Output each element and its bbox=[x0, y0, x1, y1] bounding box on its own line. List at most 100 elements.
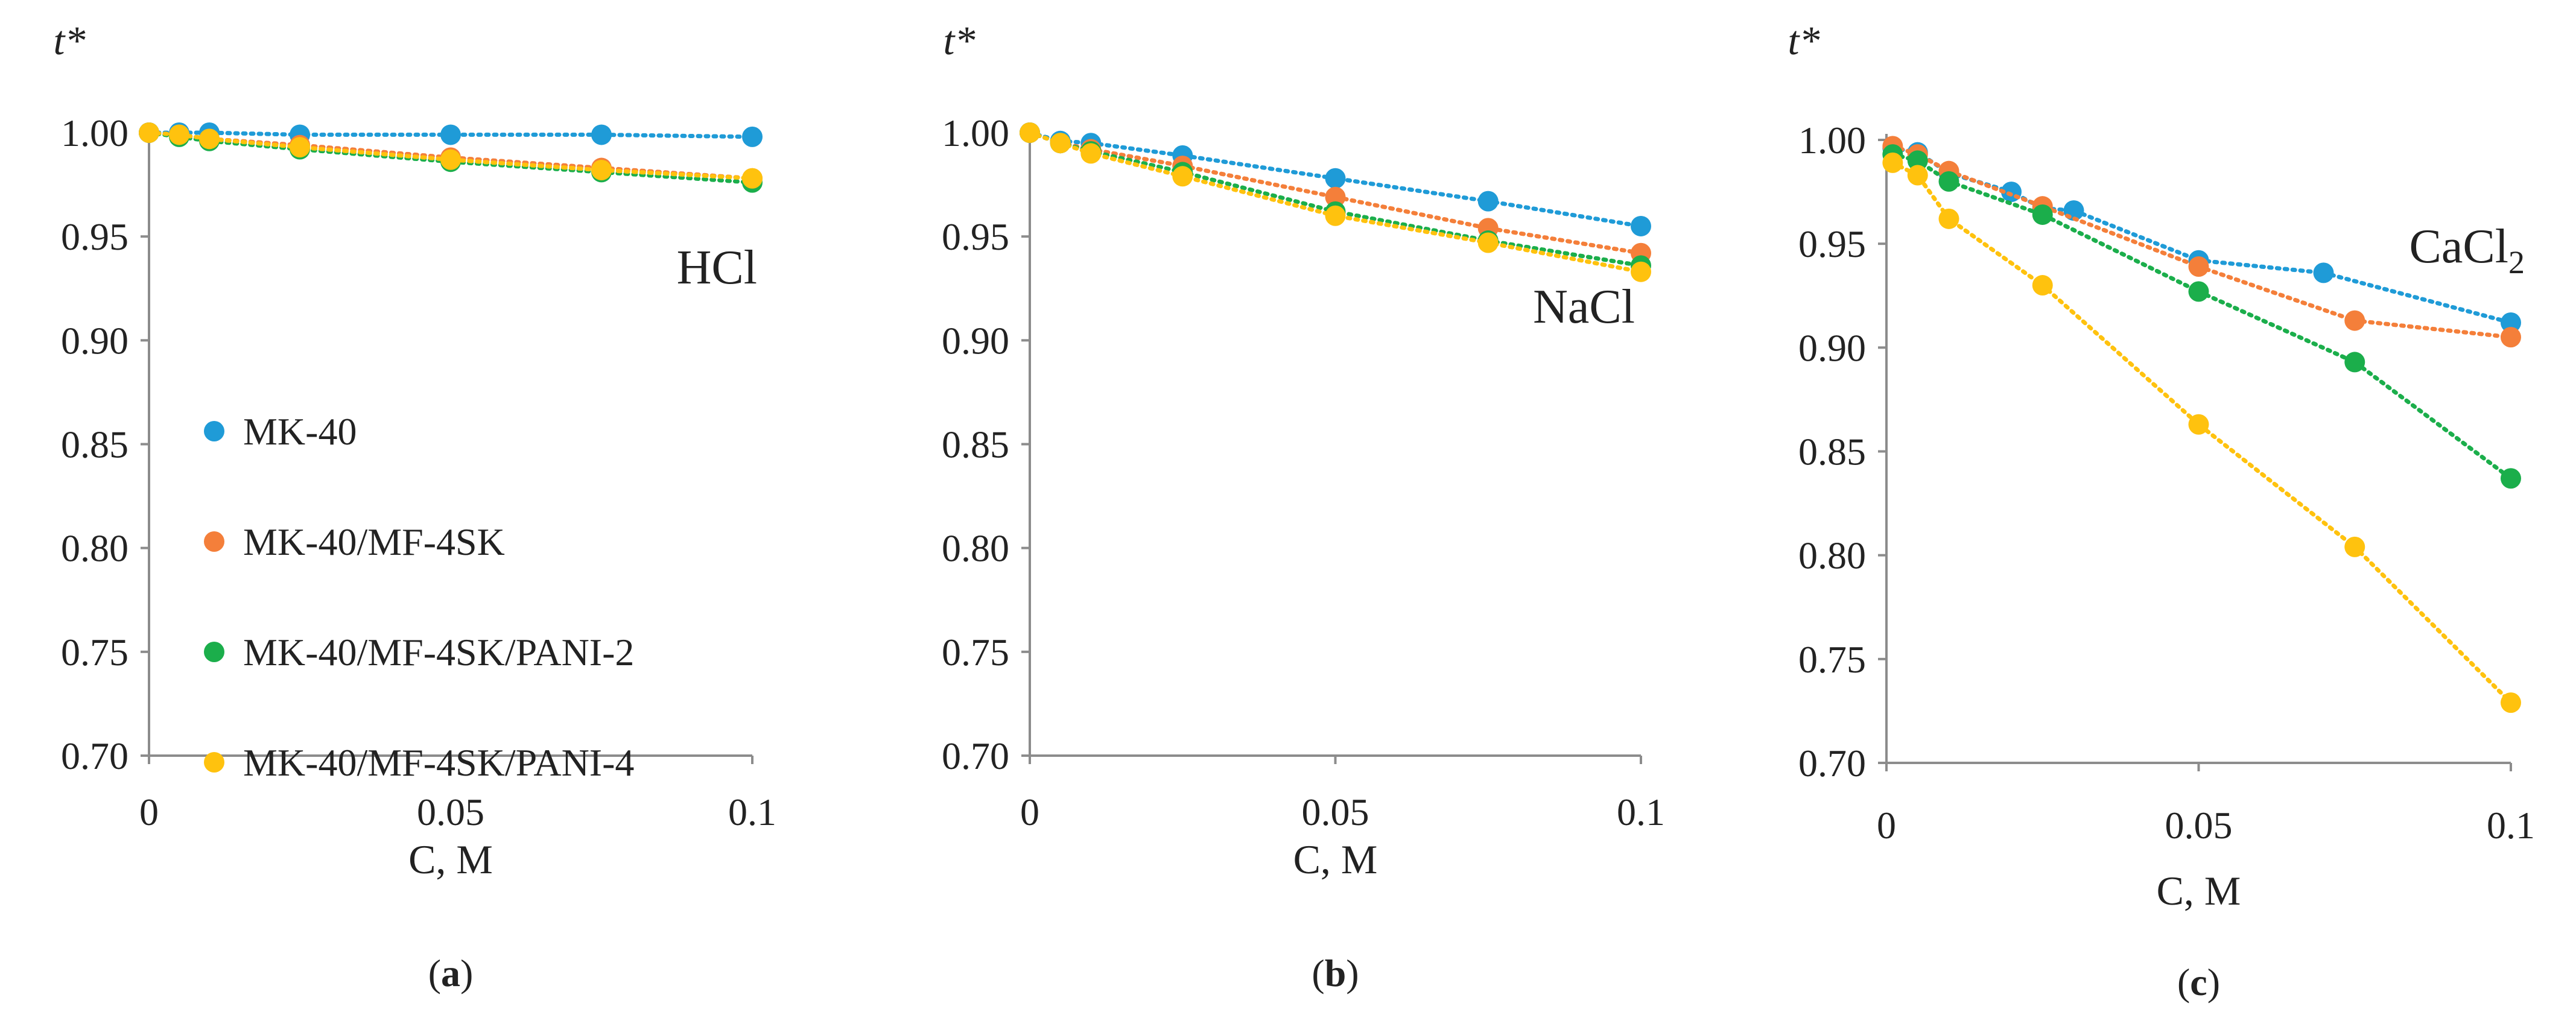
data-point bbox=[2501, 312, 2521, 333]
y-axis-label: t* bbox=[1788, 17, 1820, 63]
y-tick-label: 0.95 bbox=[942, 215, 1009, 258]
x-tick-label: 0 bbox=[139, 791, 159, 833]
legend-label: MK-40/MF-4SK/PANI-2 bbox=[243, 631, 634, 674]
panel-title-text: NaCl bbox=[1533, 280, 1635, 333]
x-tick-label: 0.05 bbox=[417, 791, 484, 833]
data-point bbox=[440, 149, 461, 170]
y-axis-label: t* bbox=[54, 17, 86, 63]
x-tick-label: 0.05 bbox=[2165, 804, 2233, 847]
data-point bbox=[2032, 275, 2053, 296]
y-tick-label: 0.90 bbox=[1798, 326, 1866, 369]
y-tick-label: 0.80 bbox=[61, 527, 128, 570]
panel-a: 0.70 0.75 0.80 0.85 0.90 0.95 1.00 0 0.05 0.1 t* C,… bbox=[54, 17, 776, 994]
y-tick-label: 1.00 bbox=[1798, 119, 1866, 162]
panel-caption-letter: b bbox=[1325, 952, 1347, 994]
data-point bbox=[139, 122, 159, 143]
legend-label: MK-40/MF-4SK bbox=[243, 520, 505, 563]
panel-title: CaCl2 bbox=[2409, 220, 2525, 280]
y-axis-label: t* bbox=[944, 17, 976, 63]
data-point bbox=[2313, 262, 2334, 283]
panel-title-text: HCl bbox=[677, 241, 757, 294]
data-point bbox=[1882, 152, 1903, 173]
data-point bbox=[1325, 168, 1346, 189]
x-tick-label: 0 bbox=[1877, 804, 1896, 847]
data-point bbox=[2188, 414, 2209, 435]
y-tick-label: 0.75 bbox=[942, 631, 1009, 674]
panel-caption-letter: c bbox=[2190, 961, 2207, 1004]
y-tick-label: 0.90 bbox=[942, 319, 1009, 362]
data-point bbox=[2501, 692, 2521, 713]
y-tick-label: 0.75 bbox=[61, 631, 128, 674]
data-point bbox=[2501, 327, 2521, 348]
x-tick-label: 0.1 bbox=[1617, 791, 1665, 833]
y-tick-label: 1.00 bbox=[942, 112, 1009, 154]
data-point bbox=[2344, 352, 2365, 373]
panel-title: NaCl bbox=[1533, 280, 1635, 333]
y-tick-label: 0.85 bbox=[1798, 431, 1866, 473]
panel-caption: (c) bbox=[2177, 961, 2220, 1004]
data-point bbox=[1938, 208, 1959, 229]
panel-title: HCl bbox=[677, 241, 757, 294]
legend-marker bbox=[204, 421, 224, 441]
panel-caption: (a) bbox=[428, 952, 474, 994]
data-point bbox=[742, 126, 763, 147]
panel-title-subscript: 2 bbox=[2508, 244, 2525, 280]
legend-label: MK-40/MF-4SK/PANI-4 bbox=[243, 741, 634, 784]
panel-title-text: CaCl bbox=[2409, 220, 2508, 273]
x-tick-label: 0.05 bbox=[1302, 791, 1369, 833]
legend-marker bbox=[204, 531, 224, 552]
x-tick-label: 0.1 bbox=[728, 791, 776, 833]
x-axis-label: C, M bbox=[408, 836, 493, 882]
y-tick-label: 0.85 bbox=[61, 423, 128, 466]
data-point bbox=[1325, 205, 1346, 226]
legend-marker bbox=[204, 642, 224, 662]
y-tick-label: 0.80 bbox=[1798, 534, 1866, 577]
legend-label: MK-40 bbox=[243, 410, 357, 453]
data-point bbox=[1020, 122, 1040, 143]
data-point bbox=[1907, 165, 1928, 186]
y-tick-label: 0.70 bbox=[1798, 742, 1866, 785]
data-point bbox=[2344, 310, 2365, 331]
panel-b: 0.70 0.75 0.80 0.85 0.90 0.95 1.00 0 0.05 0.1 t* C,… bbox=[942, 17, 1665, 994]
data-point bbox=[169, 124, 189, 145]
data-point bbox=[199, 128, 220, 150]
data-point bbox=[2032, 204, 2053, 225]
data-point bbox=[742, 168, 763, 189]
x-tick-label: 0 bbox=[1020, 791, 1039, 833]
panel-caption-letter: a bbox=[441, 952, 460, 994]
y-tick-label: 0.75 bbox=[1798, 638, 1866, 681]
data-point bbox=[440, 124, 461, 145]
y-tick-label: 1.00 bbox=[61, 112, 128, 154]
y-tick-label: 0.95 bbox=[1798, 223, 1866, 265]
data-point bbox=[1172, 166, 1193, 187]
data-point bbox=[591, 124, 612, 145]
y-tick-label: 0.70 bbox=[942, 735, 1009, 777]
data-point bbox=[2188, 281, 2209, 302]
data-point bbox=[1080, 143, 1102, 164]
data-point bbox=[1907, 150, 1928, 171]
data-point bbox=[2188, 256, 2209, 277]
data-point bbox=[1938, 171, 1959, 192]
y-tick-label: 0.85 bbox=[942, 423, 1009, 466]
data-point bbox=[1325, 186, 1346, 207]
data-point bbox=[1631, 261, 1651, 282]
data-point bbox=[591, 159, 612, 180]
y-tick-label: 0.70 bbox=[61, 735, 128, 777]
panel-c: 0.70 0.75 0.80 0.85 0.90 0.95 1.00 0 0.05 0.1 t* C,… bbox=[1788, 17, 2535, 1004]
y-tick-label: 0.90 bbox=[61, 319, 128, 362]
data-point bbox=[1477, 232, 1499, 253]
panel-caption: (b) bbox=[1312, 952, 1359, 994]
data-point bbox=[2344, 536, 2365, 557]
data-point bbox=[2501, 468, 2521, 489]
data-point bbox=[1477, 191, 1499, 212]
data-point bbox=[290, 137, 310, 158]
x-axis-label: C, M bbox=[1293, 836, 1378, 882]
data-point bbox=[1631, 215, 1651, 236]
data-point bbox=[1050, 133, 1071, 154]
x-axis-label: C, M bbox=[2157, 868, 2241, 914]
x-tick-label: 0.1 bbox=[2487, 804, 2535, 847]
legend-marker bbox=[204, 752, 224, 773]
y-tick-label: 0.95 bbox=[61, 215, 128, 258]
y-tick-label: 0.80 bbox=[942, 527, 1009, 570]
